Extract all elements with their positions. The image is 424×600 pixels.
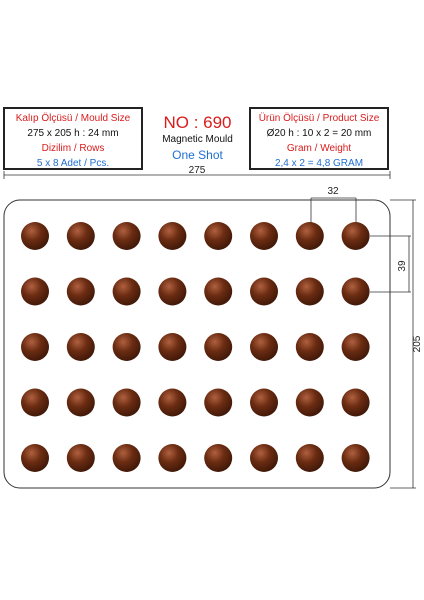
cavity [158,444,187,472]
weight-heading: Gram / Weight [286,143,352,154]
mould-size-value: 275 x 205 h : 24 mm [27,128,119,139]
mould-size-heading: Kalıp Ölçüsü / Mould Size [15,113,131,124]
cavity [204,333,233,361]
shot-type: One Shot [172,148,223,162]
cavity [66,333,95,361]
cavity [66,388,95,417]
rows-value: 5 x 8 Adet / Pcs. [36,158,110,169]
cavity [295,333,324,361]
cavity [341,333,370,361]
cavity [112,222,141,250]
cavity [204,444,233,472]
cavity [21,222,49,250]
cavity-grid [21,222,370,472]
cavity [250,222,278,250]
cavity [295,444,324,472]
cavity [21,444,49,472]
cavity [341,444,370,472]
cavity [295,222,324,250]
cavity [295,277,324,306]
product-size-heading: Ürün Ölçüsü / Product Size [258,113,380,124]
cavity [250,388,278,417]
mould-size-box: Kalıp Ölçüsü / Mould Size 275 x 205 h : … [3,107,143,170]
pitch-x-label: 32 [327,186,339,197]
model-info: NO : 690 Magnetic Mould One Shot [150,113,245,164]
cavity [66,222,95,250]
cavity [158,222,187,250]
cavity [204,388,233,417]
cavity [21,333,49,361]
cavity [112,444,141,472]
cavity [341,222,370,250]
cavity [158,333,187,361]
cavity [341,388,370,417]
cavity [66,277,95,306]
cavity [250,444,278,472]
pitch-y-label: 39 [397,260,408,272]
cavity [21,277,49,306]
mould-plate [3,199,391,489]
cavity [250,277,278,306]
model-number: NO : 690 [163,113,232,132]
cavity [112,333,141,361]
cavity [112,277,141,306]
product-size-value: Ø20 h : 10 x 2 = 20 mm [266,128,372,139]
height-dimension-label: 205 [412,335,423,352]
mould-type: Magnetic Mould [162,134,233,145]
cavity [21,388,49,417]
cavity [295,388,324,417]
rows-heading: Dizilim / Rows [41,143,105,154]
cavity [66,444,95,472]
cavity [158,388,187,417]
cavity [204,222,233,250]
cavity [341,277,370,306]
cavity [204,277,233,306]
weight-value: 2,4 x 2 = 4,8 GRAM [274,158,364,169]
width-dimension-label: 275 [189,165,206,176]
product-size-box: Ürün Ölçüsü / Product Size Ø20 h : 10 x … [249,107,389,170]
cavity [112,388,141,417]
cavity [158,277,187,306]
cavity [250,333,278,361]
